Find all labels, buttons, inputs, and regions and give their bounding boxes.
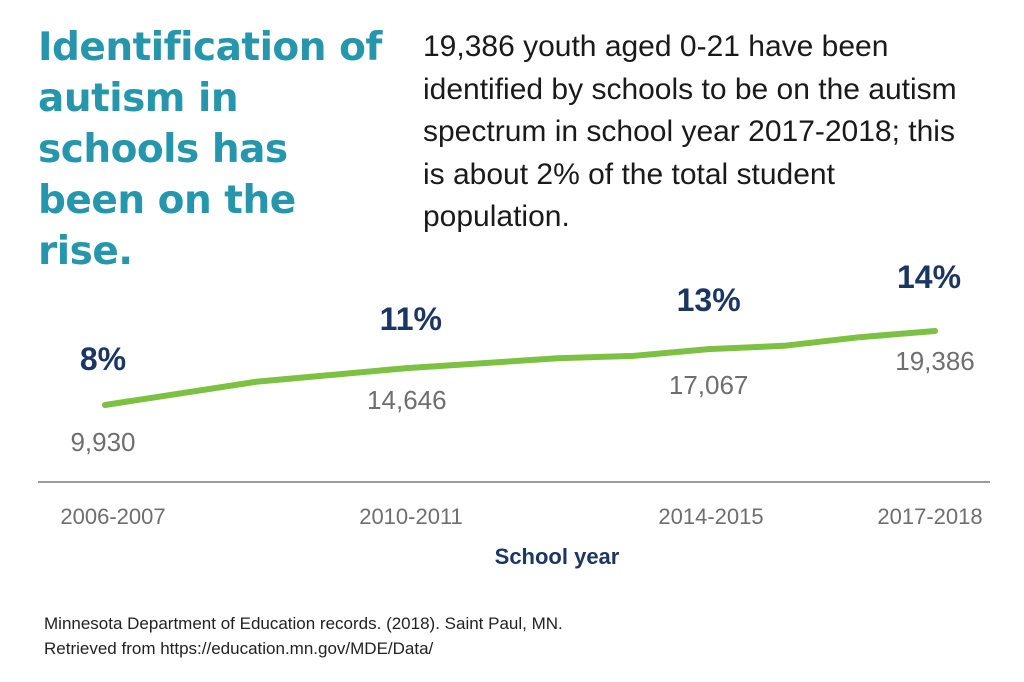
source-line-2: Retrieved from https://education.mn.gov/… — [44, 639, 434, 658]
x-axis-title: School year — [495, 544, 620, 569]
source-line-1: Minnesota Department of Education record… — [44, 614, 563, 633]
percent-label: 14% — [897, 259, 961, 295]
percent-label: 8% — [80, 341, 126, 377]
x-tick-label: 2014-2015 — [658, 504, 763, 529]
x-tick-label: 2017-2018 — [877, 504, 982, 529]
x-tick-labels: 2006-2007 2010-2011 2014-2015 2017-2018 — [60, 504, 982, 529]
percent-label: 11% — [380, 301, 442, 337]
point-labels: 8% 9,930 11% 14,646 13% 17,067 14% 19,386 — [70, 259, 974, 457]
x-tick-label: 2006-2007 — [60, 504, 165, 529]
x-tick-label: 2010-2011 — [359, 504, 463, 529]
percent-label: 13% — [677, 282, 741, 318]
source-citation: Minnesota Department of Education record… — [44, 611, 563, 661]
headline: Identification of autism in schools has … — [38, 25, 382, 274]
summary-text: 19,386 youth aged 0-21 have been identif… — [423, 30, 957, 233]
count-label: 9,930 — [70, 427, 135, 457]
count-label: 19,386 — [895, 346, 975, 376]
count-label: 14,646 — [367, 385, 447, 415]
line-chart: 8% 9,930 11% 14,646 13% 17,067 14% 19,386 2006-… — [38, 259, 990, 569]
count-label: 17,067 — [669, 370, 749, 400]
series-line — [102, 328, 938, 408]
